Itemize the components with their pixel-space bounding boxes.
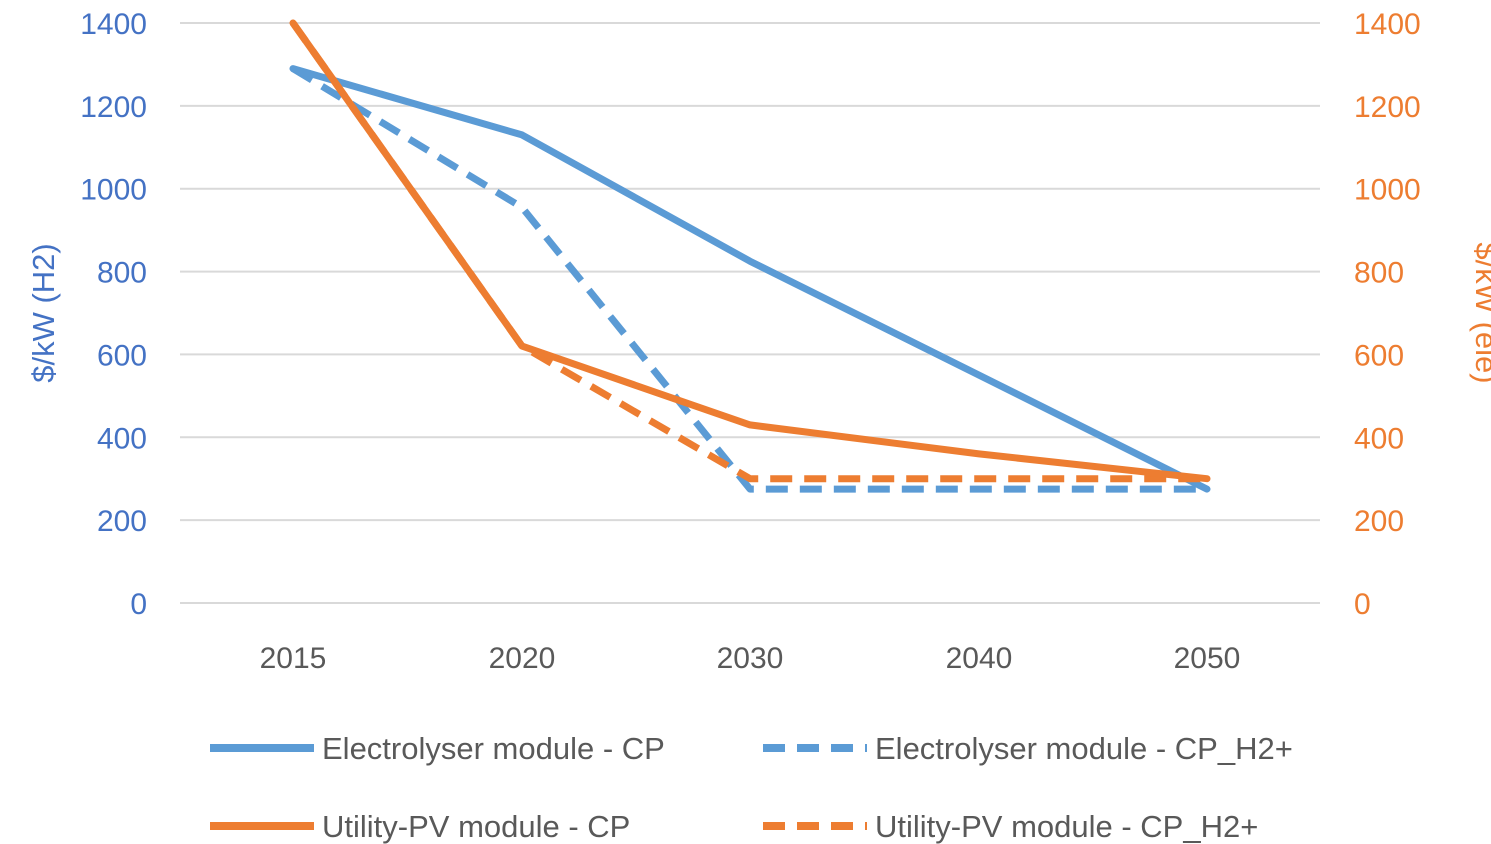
y-tick-label-left: 1000	[80, 174, 147, 207]
legend: Electrolyser module - CP Electrolyser mod…	[210, 731, 1293, 844]
x-tick-label: 2040	[946, 642, 1013, 675]
series-line	[290, 20, 1207, 483]
x-tick-label: 2020	[489, 642, 556, 675]
y-tick-label-right: 1200	[1354, 91, 1421, 124]
series-line	[291, 65, 1207, 493]
plot-area	[289, 19, 1211, 493]
y-tick-label-right: 800	[1354, 257, 1404, 290]
y-tick-label-right: 600	[1354, 339, 1404, 372]
y-tick-label-right: 1000	[1354, 174, 1421, 207]
legend-label: Electrolyser module - CP	[322, 731, 665, 766]
axis-ticks: 0 200 400 600 800 1000 1200 1400 0 200 400 600 800 10…	[80, 8, 1421, 675]
y-tick-label-left: 600	[97, 339, 147, 372]
legend-label: Utility-PV module - CP_H2+	[875, 809, 1258, 844]
y-tick-label-left: 0	[130, 588, 147, 621]
x-tick-label: 2015	[260, 642, 327, 675]
y-axis-title-right: $/kW (ele)	[1469, 242, 1491, 383]
y-tick-label-right: 0	[1354, 588, 1371, 621]
gridlines	[180, 22, 1320, 604]
y-tick-label-left: 200	[97, 505, 147, 538]
y-tick-label-right: 200	[1354, 505, 1404, 538]
x-tick-label: 2050	[1174, 642, 1241, 675]
y-tick-label-left: 400	[97, 422, 147, 455]
legend-label: Utility-PV module - CP	[322, 809, 630, 844]
y-tick-label-left: 1200	[80, 91, 147, 124]
y-tick-label-right: 400	[1354, 422, 1404, 455]
y-axis-title-left: $/kW (H2)	[26, 243, 61, 383]
series-line	[289, 19, 1211, 483]
x-tick-label: 2030	[717, 642, 784, 675]
series-line	[289, 65, 1211, 493]
legend-label: Electrolyser module - CP_H2+	[875, 731, 1293, 766]
y-tick-label-right: 1400	[1354, 8, 1421, 41]
y-tick-label-left: 1400	[80, 8, 147, 41]
y-tick-label-left: 800	[97, 257, 147, 290]
